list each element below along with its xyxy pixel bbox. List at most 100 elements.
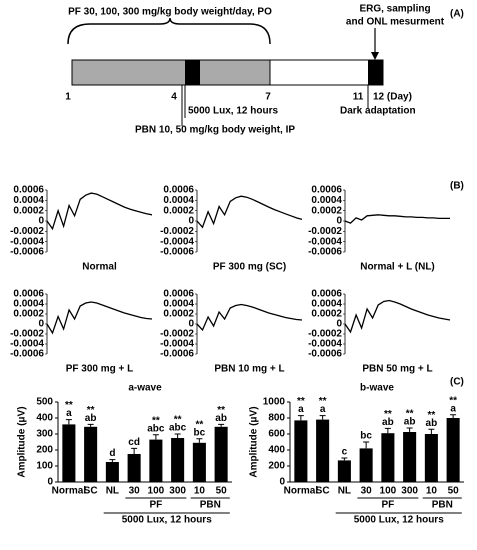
significance: ** [406, 409, 414, 420]
waveform [344, 214, 450, 224]
bar [171, 438, 185, 482]
letter-label: ab [85, 413, 97, 424]
x-tick-label: NL [106, 486, 119, 497]
treatment-period [71, 59, 271, 86]
y-tick-label: -0.0002 [160, 329, 194, 340]
waveform [46, 192, 153, 231]
x-tick-label: 10 [194, 486, 206, 497]
x-tick-label: 300 [401, 486, 418, 497]
bar [127, 454, 141, 482]
x-tick-label: 50 [216, 486, 228, 497]
x-tick-label: 30 [129, 486, 141, 497]
bar [337, 460, 351, 482]
bar [294, 420, 308, 482]
letter-label: d [109, 448, 115, 459]
letter-label: ab [215, 413, 227, 424]
letter-label: c [342, 447, 348, 458]
day-label: 4 [171, 92, 177, 103]
letter-label: a [450, 403, 456, 414]
y-tick-label: 0.0002 [311, 205, 342, 216]
light-exposure [185, 60, 200, 85]
day-label: 1 [65, 92, 71, 103]
group-label: PF [381, 500, 394, 511]
group-label: 5000 Lux, 12 hours [122, 515, 212, 526]
x-tick-label: 30 [361, 486, 373, 497]
x-tick-label: 300 [169, 486, 186, 497]
chart-title: PBN 50 mg + L [362, 364, 432, 375]
chart-title: Normal + L (NL) [360, 262, 435, 273]
error-bar [341, 457, 348, 461]
bar [359, 448, 373, 482]
y-tick-label: 100 [36, 461, 53, 472]
y-tick-label: 0.0004 [311, 195, 342, 206]
letter-label: abc [169, 423, 187, 434]
y-tick-label: 0.0002 [13, 309, 44, 320]
error-bar [87, 423, 94, 427]
bar [62, 424, 76, 482]
panel-label: (C) [450, 377, 464, 388]
error-bar [131, 447, 138, 454]
letter-label: bc [194, 427, 206, 438]
error-bar [152, 434, 159, 440]
y-tick-label: 0.0004 [311, 299, 342, 310]
x-tick-label: 100 [148, 486, 165, 497]
error-bar [319, 415, 326, 420]
waveform [196, 303, 303, 332]
group-label: 5000 Lux, 12 hours [354, 515, 444, 526]
y-tick-label: 0.0004 [163, 195, 194, 206]
y-tick-label: 200 [268, 461, 285, 472]
chart-title: PF 300 mg (SC) [213, 262, 286, 273]
x-tick-label: 10 [426, 486, 438, 497]
chart-title: PF 300 mg + L [66, 364, 134, 375]
y-tick-label: -0.0006 [308, 247, 342, 258]
y-tick-label: 0.0006 [311, 289, 342, 300]
y-tick-label: 0 [336, 216, 342, 227]
y-tick-label: 0.0006 [163, 289, 194, 300]
bar [149, 439, 163, 482]
significance: ** [297, 396, 305, 407]
day-label: 11 [353, 92, 364, 103]
chart-title: b-wave [360, 383, 394, 394]
letter-label: a [320, 404, 326, 415]
y-tick-label: -0.0004 [160, 339, 194, 350]
letter-label: ab [426, 418, 438, 429]
error-bar [363, 441, 370, 449]
error-bar [297, 415, 304, 421]
y-tick-label: 400 [268, 445, 285, 456]
error-bar [109, 459, 116, 462]
error-bar [196, 438, 203, 443]
error-bar [174, 433, 181, 438]
x-tick-label: Normal [52, 486, 87, 497]
significance: ** [152, 415, 160, 426]
chart-title: Normal [82, 262, 117, 273]
y-tick-label: 0.0002 [311, 309, 342, 320]
chart-title: a-wave [128, 383, 162, 394]
letter-label: cd [128, 437, 140, 448]
bar [214, 426, 228, 482]
significance: ** [449, 395, 457, 406]
y-tick-label: -0.0006 [10, 247, 44, 258]
bar [316, 419, 330, 482]
y-tick-label: 500 [36, 397, 53, 408]
y-tick-label: 0 [188, 216, 194, 227]
y-tick-label: -0.0002 [160, 226, 194, 237]
letter-label: a [298, 404, 304, 415]
waveform [344, 299, 451, 334]
error-bar [428, 428, 435, 434]
letter-label: ab [382, 417, 394, 428]
bar [446, 418, 460, 482]
y-tick-label: 1000 [263, 397, 286, 408]
bracket [67, 17, 271, 45]
group-label: PF [149, 500, 162, 511]
bar [424, 434, 438, 482]
y-tick-label: -0.0004 [10, 236, 44, 247]
y-tick-label: -0.0002 [308, 329, 342, 340]
waveform [46, 301, 153, 335]
day-label: 12 (Day) [373, 92, 412, 103]
y-tick-label: 0.0004 [13, 299, 44, 310]
letter-label: bc [360, 431, 372, 442]
y-tick-label: 0.0006 [13, 185, 44, 196]
significance: ** [174, 415, 182, 426]
bar [105, 462, 119, 482]
